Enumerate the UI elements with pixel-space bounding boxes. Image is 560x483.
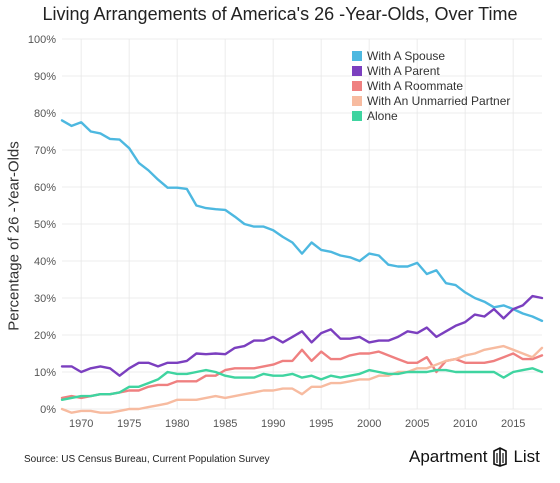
y-tick-label: 10%: [34, 367, 56, 379]
legend-label: With A Parent: [367, 64, 440, 78]
y-tick-label: 100%: [28, 34, 56, 46]
x-tick-label: 1990: [261, 418, 285, 430]
legend-swatch: [352, 96, 362, 106]
legend-label: With A Roommate: [367, 79, 463, 93]
line-chart: 0%10%20%30%40%50%60%70%80%90%100% 1970 19…: [28, 34, 544, 430]
y-tick-label: 30%: [34, 293, 56, 305]
chart-title: Living Arrangements of America's 26 -Yea…: [42, 4, 518, 24]
legend-swatch: [352, 81, 362, 91]
x-tick-label: 1980: [165, 418, 189, 430]
x-tick-label: 1995: [309, 418, 333, 430]
x-tick-label: 1970: [69, 418, 93, 430]
brand-mark-icon: [493, 447, 508, 467]
y-tick-label: 90%: [34, 71, 56, 83]
series-line-4: [60, 367, 544, 401]
x-tick-labels: 1970 1975 1980 1985 1990 1995 2000 2005 2010 2015: [69, 418, 525, 430]
brand-logo: Apartment List: [409, 447, 540, 467]
x-tick-label: 1985: [213, 418, 237, 430]
legend-label: Alone: [367, 109, 398, 123]
y-tick-label: 40%: [34, 256, 56, 268]
x-tick-label: 2000: [357, 418, 381, 430]
y-tick-label: 70%: [34, 145, 56, 157]
x-tick-label: 2015: [501, 418, 525, 430]
x-tick-label: 2005: [405, 418, 429, 430]
legend-label: With A Spouse: [367, 49, 445, 63]
x-tick-label: 2010: [453, 418, 477, 430]
y-tick-label: 80%: [34, 108, 56, 120]
brand-text-apartment: Apartment: [409, 447, 488, 466]
y-tick-label: 20%: [34, 330, 56, 342]
source-note: Source: US Census Bureau, Current Popula…: [24, 454, 270, 465]
grid-lines: [62, 38, 542, 410]
series-line-0: [60, 119, 544, 323]
legend-swatch: [352, 51, 362, 61]
series-line-1: [60, 294, 544, 377]
legend-swatch: [352, 66, 362, 76]
y-tick-label: 0%: [40, 404, 56, 416]
y-tick-label: 60%: [34, 182, 56, 194]
series-line-2: [60, 348, 544, 400]
legend-swatch: [352, 111, 362, 121]
x-tick-label: 1975: [117, 418, 141, 430]
y-tick-labels: 0% 10% 20% 30% 40% 50% 60% 70% 80% 90% 100%: [28, 34, 56, 416]
y-tick-label: 50%: [34, 219, 56, 231]
series-line-3: [60, 344, 544, 414]
brand-text-list: List: [513, 447, 540, 466]
series-lines: [60, 119, 544, 414]
legend-label: With An Unmarried Partner: [367, 94, 510, 108]
